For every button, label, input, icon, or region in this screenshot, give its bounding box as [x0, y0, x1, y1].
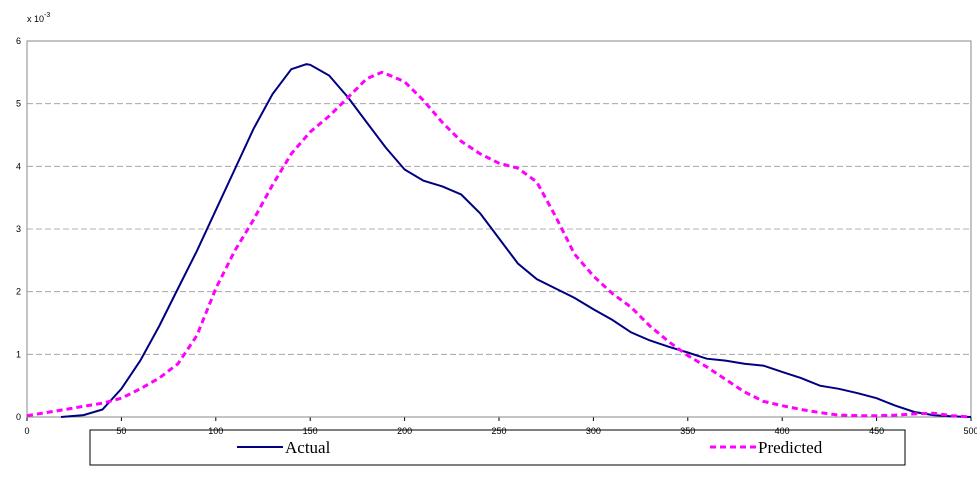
x-tick-label: 350: [680, 426, 695, 436]
multiplier-base: x 10: [27, 14, 44, 24]
plot-frame: [26, 40, 972, 418]
x-tick-label: 200: [397, 426, 412, 436]
y-tick-label: 1: [16, 349, 21, 359]
multiplier-exponent: -3: [44, 12, 50, 19]
y-tick-label: 6: [16, 36, 21, 46]
y-tick-label: 4: [16, 161, 21, 171]
x-tick-label: 0: [24, 426, 29, 436]
x-tick-label: 50: [116, 426, 126, 436]
x-tick-label: 300: [586, 426, 601, 436]
legend-label: Predicted: [758, 438, 823, 457]
x-tick-label: 500: [963, 426, 977, 436]
x-tick-label: 400: [775, 426, 790, 436]
y-tick-label: 0: [16, 412, 21, 422]
y-tick-label: 3: [16, 224, 21, 234]
multiplier: x 10-3: [27, 12, 50, 24]
y-tick-label: 2: [16, 287, 21, 297]
x-tick-label: 250: [491, 426, 506, 436]
legend-label: Actual: [285, 438, 331, 457]
series-line: [60, 63, 972, 418]
legend-box: [89, 429, 906, 466]
x-tick-label: 450: [869, 426, 884, 436]
x-tick-label: 100: [208, 426, 223, 436]
x-tick-label: 150: [303, 426, 318, 436]
y-tick-label: 5: [16, 99, 21, 109]
series-line: [26, 70, 972, 419]
